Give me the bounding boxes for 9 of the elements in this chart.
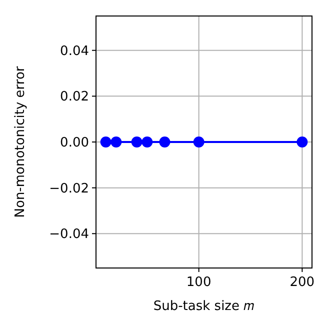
y-tick-label: 0.04	[60, 44, 89, 59]
x-axis-title: Sub-task size 𝑚	[153, 299, 255, 314]
y-tick-label: 0.02	[60, 90, 89, 105]
y-axis-title: Non-monotonicity error	[13, 66, 28, 218]
y-tick-label: −0.04	[49, 227, 89, 242]
y-tick-label: 0.00	[60, 136, 89, 151]
x-tick-label: 200	[290, 275, 315, 290]
x-tick-label: 100	[186, 275, 212, 290]
y-tick-label: −0.02	[49, 181, 89, 196]
